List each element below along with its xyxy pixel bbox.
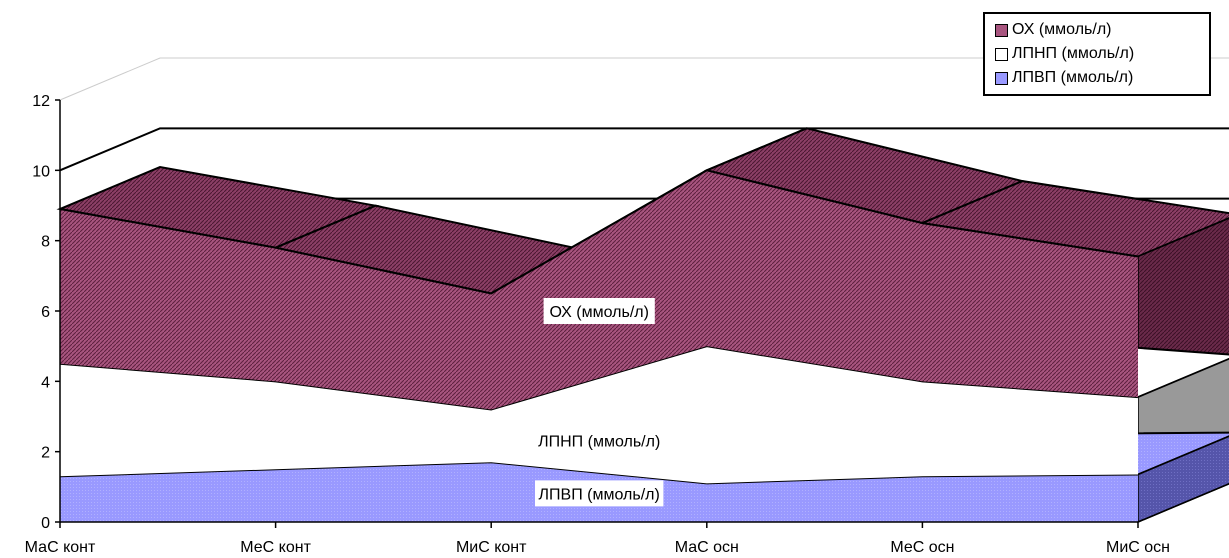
legend-item: ЛПНП (ммоль/л) xyxy=(995,42,1209,66)
legend-swatch xyxy=(995,47,1008,61)
x-axis: МаС конт МеС конт МиС конт МаС осн МеС осн Ми… xyxy=(25,482,1229,556)
area-series-2 xyxy=(60,170,1138,410)
x-tick-label: МаС осн xyxy=(675,539,739,556)
legend-label: ЛПНП (ммоль/л) xyxy=(1012,45,1135,62)
y-tick-label: 0 xyxy=(41,515,50,532)
series-label: ОХ (ммоль/л) xyxy=(549,304,649,321)
x-axis-depth-line xyxy=(1137,482,1229,523)
series-label: ЛПВП (ммоль/л) xyxy=(539,486,660,503)
x-tick-label: МиС осн xyxy=(1106,539,1170,556)
y-tick-label: 8 xyxy=(41,234,50,251)
area-series-edge xyxy=(59,169,1139,295)
y-tick-label: 10 xyxy=(32,163,50,180)
legend: ОХ (ммоль/л) ЛПНП (ммоль/л) ЛПВП (ммоль/л) xyxy=(983,12,1211,96)
x-tick-label: МаС конт xyxy=(25,539,96,556)
y-tick-label: 4 xyxy=(41,374,50,391)
legend-item: ОХ (ммоль/л) xyxy=(995,18,1209,42)
legend-swatch xyxy=(995,71,1008,85)
legend-item: ЛПВП (ммоль/л) xyxy=(995,66,1209,90)
legend-label: ОХ (ммоль/л) xyxy=(1012,21,1112,38)
series-label-background xyxy=(535,480,664,507)
gridline xyxy=(59,57,1229,101)
x-tick-label: МиС конт xyxy=(456,539,527,556)
area-series-1 xyxy=(60,346,1138,484)
y-tick-label: 6 xyxy=(41,304,50,321)
series-label-background xyxy=(543,298,655,324)
x-tick-label: МеС осн xyxy=(890,539,954,556)
series-label: ЛПНП (ммоль/л) xyxy=(538,433,660,450)
legend-swatch xyxy=(995,23,1008,37)
y-tick-label: 2 xyxy=(41,445,50,462)
series-labels: ЛПВП (ммоль/л) ЛПНП (ммоль/л) ОХ (ммоль/л) xyxy=(535,298,664,507)
legend-label: ЛПВП (ммоль/л) xyxy=(1012,69,1134,86)
x-tick-label: МеС конт xyxy=(240,539,311,556)
y-axis: 0 2 4 6 8 10 12 xyxy=(32,93,61,532)
gridline xyxy=(59,127,1229,172)
area-series xyxy=(56,127,1229,524)
y-tick-label: 12 xyxy=(32,93,50,110)
